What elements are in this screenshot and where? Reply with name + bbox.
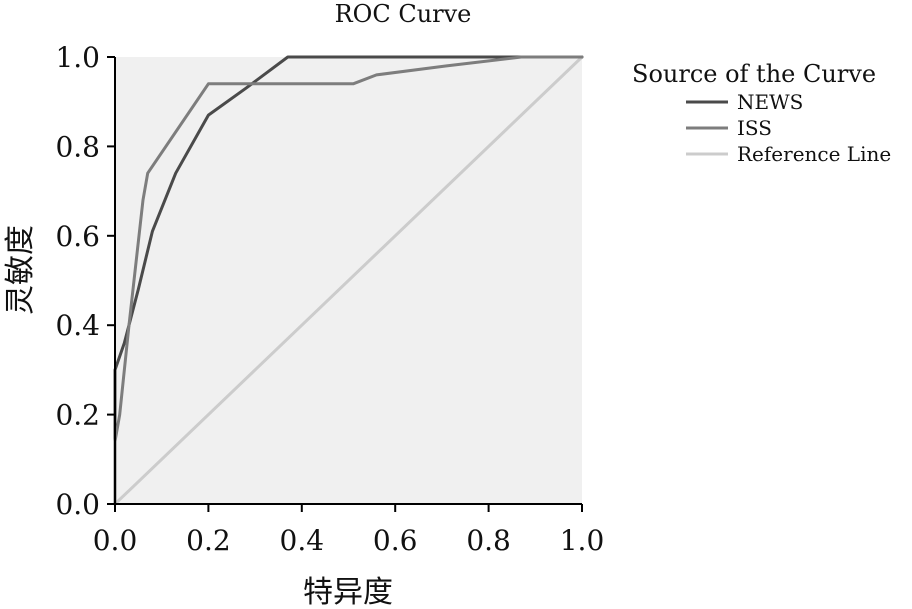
x-tick-label: 0.0 <box>93 524 138 557</box>
series-line-iss <box>113 55 584 506</box>
y-tick-label: 0.6 <box>55 220 100 253</box>
y-tick-label: 0.4 <box>55 309 100 342</box>
y-tick-label: 0.0 <box>55 488 100 521</box>
legend-label-reference-line: Reference Line <box>737 142 891 166</box>
x-axis-label: 特异度 <box>303 575 393 609</box>
series-layer <box>113 55 584 506</box>
x-tick-label: 1.0 <box>560 524 605 557</box>
series-line-news <box>113 55 584 506</box>
x-tick-label: 0.2 <box>186 524 231 557</box>
legend-label-iss: ISS <box>737 116 772 140</box>
y-axis-label: 灵敏度 <box>3 225 38 315</box>
x-tick-label: 0.6 <box>373 524 418 557</box>
y-tick-label: 0.2 <box>55 399 100 432</box>
series-line-reference-line <box>113 55 584 506</box>
legend-label-news: NEWS <box>737 90 803 114</box>
legend-title: Source of the Curve <box>632 60 876 88</box>
y-tick-label: 1.0 <box>55 41 100 74</box>
x-tick-label: 0.4 <box>280 524 325 557</box>
y-tick-label: 0.8 <box>55 130 100 163</box>
x-tick-label: 0.8 <box>466 524 511 557</box>
chart-title: ROC Curve <box>335 0 472 28</box>
ticks-layer: 0.0 0.2 0.4 0.6 0.8 1.0 0.0 0.2 0.4 0.6 0.8 1.0 <box>55 41 604 557</box>
